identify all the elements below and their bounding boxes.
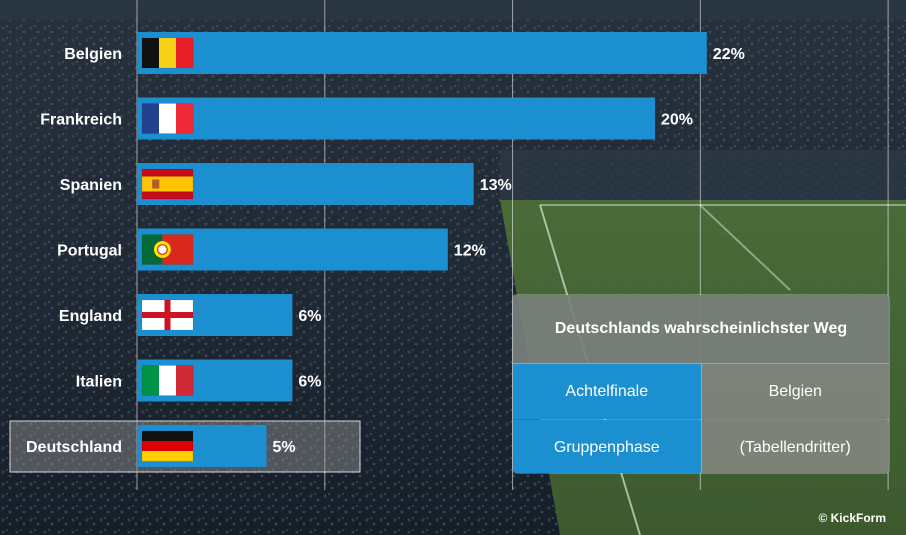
flag-england-icon [141, 299, 194, 331]
path-opponent-cell: Belgien [700, 364, 889, 419]
country-label: Portugal [57, 243, 122, 260]
value-label: 13% [480, 177, 512, 194]
path-row: Gruppenphase (Tabellendritter) [513, 419, 889, 473]
path-stage-cell: Gruppenphase [513, 420, 701, 473]
flag-portugal-icon [141, 234, 194, 265]
value-label: 22% [713, 46, 745, 63]
country-label: Frankreich [40, 112, 122, 129]
country-label: Spanien [60, 177, 122, 194]
value-label: 6% [298, 308, 321, 325]
path-opponent-cell: (Tabellendritter) [700, 420, 889, 473]
bar [137, 32, 707, 74]
value-label: 20% [661, 112, 693, 129]
path-row: Achtelfinale Belgien [513, 364, 889, 419]
bar [137, 97, 655, 140]
flag-spain-icon [141, 168, 194, 200]
flag-france-icon [141, 103, 194, 134]
likely-path-box: Deutschlands wahrscheinlichster Weg Acht… [512, 294, 890, 474]
value-label: 6% [298, 374, 321, 391]
bar [137, 163, 474, 205]
path-box-title: Deutschlands wahrscheinlichster Weg [513, 295, 889, 364]
country-label: England [59, 308, 122, 325]
path-stage-cell: Achtelfinale [513, 364, 701, 419]
flag-germany-icon [141, 430, 194, 462]
country-label: Deutschland [26, 439, 122, 456]
country-label: Belgien [64, 46, 122, 63]
value-label: 5% [273, 439, 296, 456]
credit-text: © KickForm [818, 511, 886, 525]
flag-belgium-icon [141, 37, 194, 69]
country-label: Italien [76, 374, 122, 391]
value-label: 12% [454, 243, 486, 260]
flag-italy-icon [141, 365, 194, 396]
